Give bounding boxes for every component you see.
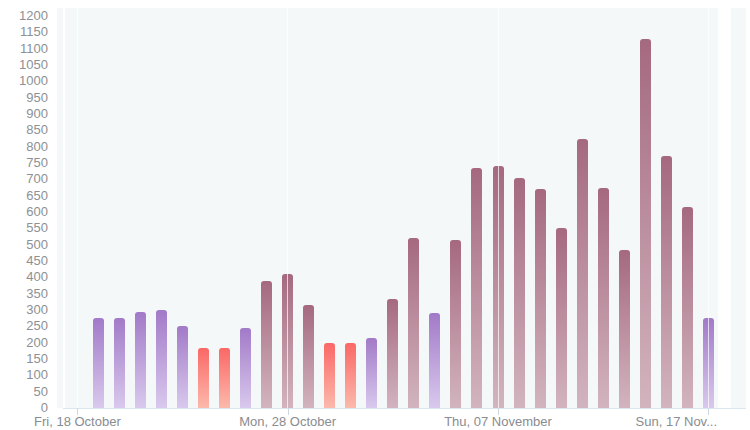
y-axis-tick-label: 650 (0, 188, 48, 203)
vertical-gridline (287, 8, 288, 408)
y-axis-tick-label: 400 (0, 269, 48, 284)
y-axis-tick-label: 100 (0, 367, 48, 382)
y-axis-tick-label: 150 (0, 351, 48, 366)
x-axis-tick-label: Mon, 28 October (239, 414, 336, 429)
bar[interactable] (640, 39, 651, 408)
bar[interactable] (156, 310, 167, 408)
bar-chart: 050 100150200 250300350 400450500 550600650 7… (0, 0, 750, 430)
vertical-gridline (498, 8, 499, 408)
y-axis-tick-label: 950 (0, 90, 48, 105)
bar[interactable] (661, 156, 672, 408)
bar[interactable] (619, 250, 630, 408)
y-axis-tick-label: 1100 (0, 41, 48, 56)
plot-background-strip-left (57, 8, 63, 408)
x-axis-tick-label: Fri, 18 October (34, 414, 121, 429)
bar[interactable] (345, 343, 356, 408)
y-axis-tick-label: 300 (0, 302, 48, 317)
bar[interactable] (135, 312, 146, 408)
bar[interactable] (429, 313, 440, 408)
vertical-gridline (708, 8, 709, 408)
bar[interactable] (408, 238, 419, 408)
x-axis-tick-label: Sun, 17 Nov... (636, 414, 717, 429)
y-axis-tick-label: 750 (0, 155, 48, 170)
bar[interactable] (535, 189, 546, 408)
y-axis-tick-label: 550 (0, 220, 48, 235)
bar[interactable] (219, 348, 230, 408)
bar[interactable] (577, 139, 588, 409)
bar[interactable] (450, 240, 461, 408)
y-axis-tick-label: 1000 (0, 73, 48, 88)
y-axis-tick-label: 900 (0, 106, 48, 121)
y-axis-tick-label: 600 (0, 204, 48, 219)
bar[interactable] (177, 326, 188, 408)
bar[interactable] (471, 168, 482, 408)
bar[interactable] (240, 328, 251, 408)
bar[interactable] (387, 299, 398, 408)
y-axis-tick-label: 700 (0, 171, 48, 186)
x-axis-line (63, 408, 746, 409)
y-axis-tick-label: 1050 (0, 57, 48, 72)
y-axis-tick-label: 200 (0, 335, 48, 350)
bar[interactable] (324, 343, 335, 408)
x-axis-tick-label: Thu, 07 November (444, 414, 552, 429)
bar[interactable] (598, 188, 609, 409)
bar[interactable] (198, 348, 209, 408)
y-axis-tick-label: 850 (0, 122, 48, 137)
plot-background-strip-right (731, 8, 746, 408)
bar[interactable] (261, 281, 272, 408)
y-axis-tick-label: 800 (0, 139, 48, 154)
vertical-gridline (77, 8, 78, 408)
bar[interactable] (682, 207, 693, 408)
y-axis-tick-label: 250 (0, 318, 48, 333)
y-axis-tick-label: 1150 (0, 24, 48, 39)
y-axis-tick-label: 450 (0, 253, 48, 268)
bar[interactable] (366, 338, 377, 408)
y-axis-tick-label: 0 (0, 400, 48, 415)
bar[interactable] (514, 178, 525, 408)
y-axis-tick-label: 1200 (0, 8, 48, 23)
bar[interactable] (303, 305, 314, 408)
bar[interactable] (93, 318, 104, 408)
bar[interactable] (114, 318, 125, 408)
y-axis-tick-label: 350 (0, 286, 48, 301)
y-axis-tick-label: 50 (0, 384, 48, 399)
bar[interactable] (556, 228, 567, 408)
y-axis-tick-label: 500 (0, 237, 48, 252)
